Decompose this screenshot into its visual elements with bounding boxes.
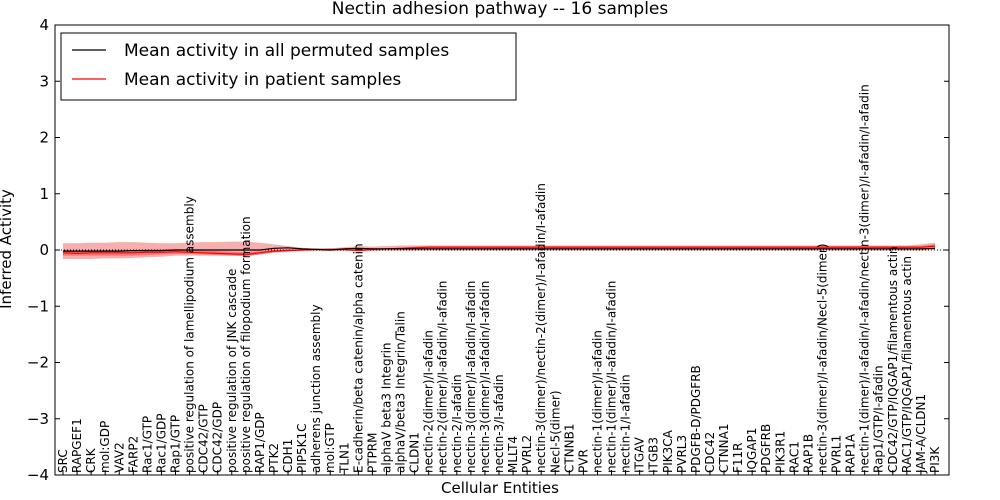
x-tick-label: RAC1/GTP/IQGAP1/filamentous actin [900,256,914,473]
legend-box [60,32,517,101]
x-tick-label: positive regulation of JNK cascade [225,269,239,473]
x-tick-label: PI3K [928,446,942,473]
series-line-patient [62,245,936,256]
x-tick-label: E-cadherin/beta catenin/alpha catenin [351,243,365,473]
x-tick-label: TLN1 [337,442,351,474]
x-tick-label: PDGFB-D/PDGFRB [689,365,703,473]
x-tick-label: Necl-5(dimer) [548,390,562,473]
x-tick-label: nectin-1(dimer)/I-afadin [591,330,605,473]
x-tick-label: PVRL3 [675,435,689,473]
x-tick-label: VAV2 [112,442,126,473]
x-tick-label: nectin-1(dimer)/I-afadin/I-afadin [605,281,619,473]
x-tick-label: alphaV/beta3 Integrin/Talin [394,311,408,473]
x-tick-label: CDC42 [703,432,717,473]
y-tick-label: 3 [39,72,49,90]
x-tick-label: PVRL2 [520,435,534,473]
x-tick-label: RAP1A [844,433,858,473]
y-tick-label: 4 [39,16,49,34]
x-tick-label: PIK3CA [661,429,675,473]
series-line-permuted [63,247,936,252]
chart-title: Nectin adhesion pathway -- 16 samples [332,0,669,19]
x-tick-label: FARP2 [126,436,140,473]
x-tick-label: PVR [576,449,590,473]
y-axis-label: Inferred Activity [0,189,15,309]
x-tick-label: CDC42/GTP/IQGAP1/filamentous actin [886,247,900,473]
x-tick-label: nectin-3(dimer)/I-afadin/I-afadin [464,281,478,473]
x-tick-label: Rap1/GTP [169,415,183,473]
x-tick-label: nectin-3/I-afadin [492,374,506,473]
x-tick-label: RAC1 [787,441,801,473]
legend: Mean activity in all permuted samples Me… [60,32,517,101]
x-tick-label: PVRL1 [830,435,844,473]
y-tick-label: −3 [27,410,49,428]
x-tick-label: RAPGEF1 [70,418,84,473]
x-tick-label: CDH1 [281,439,295,473]
x-tick-label: Rac1/GDP [155,414,169,473]
y-tick-label: −2 [27,354,49,372]
x-tick-label: JAM-A/CLDN1 [914,394,928,474]
x-tick-label: nectin-2/I-afadin [450,374,464,473]
y-tick-label: 2 [39,129,49,147]
x-tick-label: CLDN1 [408,432,422,473]
y-tick-label: 1 [39,185,49,203]
x-axis-label: Cellular Entities [441,479,559,497]
x-tick-label: nectin-2(dimer)/I-afadin/I-afadin [436,281,450,473]
x-tick-label: ITGAV [633,436,647,473]
x-tick-label: nectin-3(dimer)/I-afadin/I-afadin [478,281,492,473]
x-tick-label: ITGB3 [647,437,661,473]
y-tick-label: 0 [39,241,49,259]
y-tick-label: −4 [27,466,49,484]
x-tick-label: PIP5K1C [295,423,309,473]
x-tick-label: PIK3R1 [773,431,787,473]
x-tick-label: CDC42/GTP [197,404,211,473]
plot-area [55,241,949,259]
x-tick-label: nectin-3(dimer)/nectin-2(dimer)/I-afadin… [534,183,548,473]
x-tick-label: nectin-1(dimer)/I-afadin/I-afadin/nectin… [858,84,872,473]
x-tick-label: CRK [84,447,98,473]
x-tick-label: Rap1/GTP/I-afadin [872,365,886,473]
x-tick-label: adherens junction assembly [309,304,323,473]
x-tick-label: MLLT4 [506,436,520,473]
x-tick-label: nectin-3(dimer)/I-afadin/Necl-5(dimer) [816,243,830,473]
x-tick-label: mol:GTP [323,423,337,473]
x-tick-label: F11R [731,442,745,473]
x-tick-label: RAP1/GDP [253,412,267,473]
x-tick-label: nectin-1/I-afadin [619,374,633,473]
x-tick-label: RAP1B [801,434,815,473]
x-tick-label: CDC42/GDP [211,402,225,473]
x-tick-label: CTNNA1 [717,423,731,473]
x-tick-label: PDGFRB [759,424,773,473]
x-tick-label: Rac1/GTP [140,416,154,473]
x-tick-label: PTPRM [365,433,379,474]
x-tick-label: SRC [56,449,70,473]
x-tick-label: mol:GDP [98,421,112,473]
x-tick-label: IQGAP1 [745,428,759,473]
x-tick-label: positive regulation of lamellipodium ass… [183,196,197,473]
x-tick-label: alphaV beta3 Integrin [380,342,394,473]
x-tick-label: positive regulation of filopodium format… [239,216,253,473]
x-tick-label: PTK2 [267,443,281,473]
y-tick-label: −1 [27,297,49,315]
x-tick-label: nectin-2(dimer)/I-afadin [422,330,436,473]
legend-label-permuted: Mean activity in all permuted samples [124,41,449,61]
x-tick-label: CTNNB1 [562,423,576,473]
legend-label-patient: Mean activity in patient samples [124,70,401,90]
